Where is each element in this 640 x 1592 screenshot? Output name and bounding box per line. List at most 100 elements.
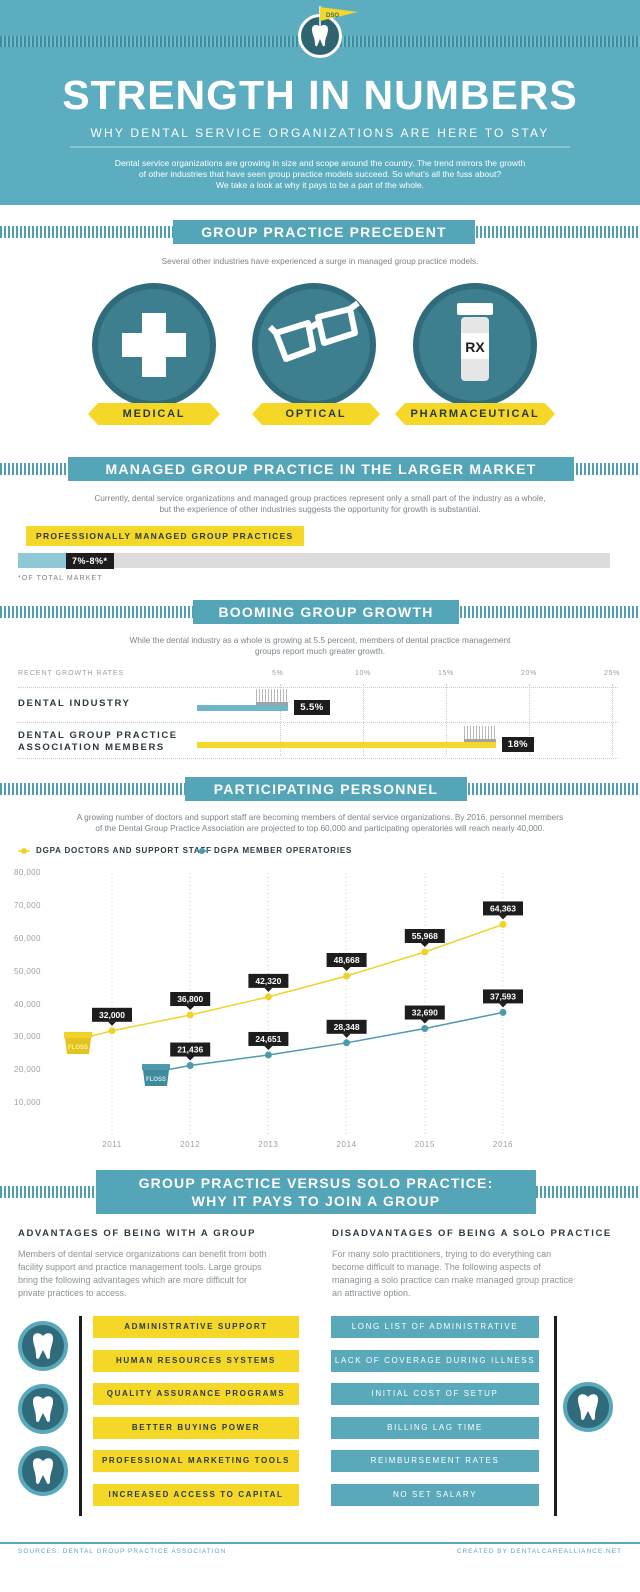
floss-container-icon: FLOSS	[142, 1064, 170, 1086]
growth-gridline	[446, 684, 447, 756]
medical-circle	[92, 283, 216, 407]
rx-label: RX	[465, 339, 485, 355]
data-label-pointer	[186, 1006, 195, 1011]
data-label-pointer	[108, 1021, 116, 1026]
section-title-growth: BOOMING GROUP GROWTH	[193, 600, 459, 624]
industry-label-optical: OPTICAL	[252, 403, 380, 425]
series-point	[108, 1027, 116, 1035]
growth-gridline	[612, 684, 613, 756]
data-label: 36,800	[177, 994, 203, 1004]
data-label: 48,668	[334, 955, 360, 965]
series-point	[499, 920, 507, 928]
growth-row-divider	[18, 722, 618, 723]
market-intro: Currently, dental service organizations …	[20, 493, 620, 515]
industry-label-medical: MEDICAL	[88, 403, 220, 425]
data-label-box	[170, 992, 211, 1007]
disadvantage-item: REIMBURSEMENT RATES	[331, 1450, 539, 1472]
legend-label-staff: DGPA DOCTORS AND SUPPORT STAFF	[36, 846, 212, 855]
series-point	[264, 993, 272, 1001]
data-label-box	[326, 1019, 367, 1034]
chart-y-tick-label: 30,000	[14, 1032, 41, 1042]
optical-circle	[252, 283, 376, 407]
data-label: 24,651	[255, 1034, 281, 1044]
pennant-flag-icon: DSO	[319, 6, 358, 28]
series-point	[343, 1039, 351, 1047]
data-label-pointer	[342, 1033, 351, 1038]
disadvantage-item: LACK OF COVERAGE DURING ILLNESS	[331, 1350, 539, 1372]
text-line: an attractive option.	[332, 1288, 411, 1298]
growth-tick-label: 5%	[272, 670, 284, 677]
data-label-pointer	[342, 967, 351, 972]
header: DSO STRENGTH IN NUMBERS WHY DENTAL SERVI…	[0, 0, 640, 205]
data-label: 21,436	[177, 1045, 203, 1055]
intro-line: A growing number of doctors and support …	[76, 812, 564, 822]
data-label-box	[483, 989, 523, 1004]
growth-gridline	[529, 684, 530, 756]
chart-y-tick-label: 20,000	[14, 1065, 41, 1075]
data-label: 37,593	[490, 991, 516, 1001]
series-point	[421, 948, 429, 956]
disadvantage-item: NO SET SALARY	[331, 1484, 539, 1506]
disadvantage-item: INITIAL COST OF SETUP	[331, 1383, 539, 1405]
advantages-heading: ADVANTAGES OF BEING WITH A GROUP	[18, 1228, 257, 1239]
intro-line: of other industries that have seen group…	[138, 169, 502, 179]
advantage-item: INCREASED ACCESS TO CAPITAL	[93, 1484, 299, 1506]
growth-gridline	[363, 684, 364, 756]
page-title: STRENGTH IN NUMBERS	[62, 72, 578, 118]
legend-marker-operatories	[196, 848, 208, 854]
growth-label-dgpa-line1: DENTAL GROUP PRACTICE	[18, 730, 178, 741]
series-point	[186, 1011, 194, 1019]
growth-row-divider	[18, 687, 618, 688]
disadvantage-item: BILLING LAG TIME	[331, 1417, 539, 1439]
badge-label: DSO	[326, 13, 339, 19]
text-line: For many solo practitioners, trying to d…	[332, 1249, 552, 1259]
growth-gridline	[280, 684, 281, 756]
data-label: 55,968	[412, 931, 438, 941]
toothbrush-head-icon	[256, 689, 289, 705]
footer-divider	[0, 1542, 640, 1544]
chart-y-tick-label: 40,000	[14, 999, 41, 1009]
data-label-box	[404, 1005, 445, 1020]
text-line: private practices to access.	[18, 1288, 127, 1298]
column-divider	[554, 1316, 557, 1516]
floss-label: FLOSS	[68, 1045, 88, 1051]
growth-axis-label: RECENT GROWTH RATES	[18, 670, 125, 677]
data-label-pointer	[499, 915, 507, 920]
legend-label-operatories: DGPA MEMBER OPERATORIES	[214, 846, 353, 855]
series-point	[499, 1008, 507, 1016]
section-title-personnel: PARTICIPATING PERSONNEL	[185, 777, 467, 801]
advantages-text: Members of dental service organizations …	[18, 1248, 308, 1300]
text-line: facility support and practice management…	[18, 1262, 262, 1272]
chart-x-tick-label: 2016	[492, 1140, 514, 1149]
disadvantages-heading: DISADVANTAGES OF BEING A SOLO PRACTICE	[332, 1228, 612, 1239]
disadvantage-item: LONG LIST OF ADMINISTRATIVE DUTIES	[331, 1316, 539, 1353]
floss-container-icon: FLOSS	[64, 1032, 92, 1054]
series-point	[186, 1062, 194, 1070]
series-line	[155, 1011, 504, 1073]
section-title-comparison: GROUP PRACTICE VERSUS SOLO PRACTICE: WHY…	[96, 1170, 536, 1214]
legend-marker-staff	[18, 848, 30, 854]
chart-y-tick-label: 60,000	[14, 933, 41, 943]
intro-line: groups report much greater growth.	[254, 646, 386, 656]
chart-y-tick-label: 70,000	[14, 900, 41, 910]
growth-tick-label: 25%	[604, 670, 620, 677]
industry-label-pharmaceutical: PHARMACEUTICAL	[395, 403, 555, 425]
page-subtitle: WHY DENTAL SERVICE ORGANIZATIONS ARE HER…	[90, 126, 550, 140]
growth-bar	[197, 742, 496, 748]
chart-x-tick-label: 2013	[258, 1140, 279, 1149]
growth-tick-label: 15%	[438, 670, 454, 677]
series-point	[343, 972, 351, 980]
medical-cross-icon	[122, 313, 186, 377]
intro-line: of the Dental Group Practice Association…	[95, 823, 545, 833]
intro-line: We take a look at why it pays to be a pa…	[215, 180, 425, 190]
data-label: 32,000	[99, 1010, 125, 1020]
advantage-item: ADMINISTRATIVE SUPPORT	[93, 1316, 299, 1338]
market-bar-label: PROFESSIONALLY MANAGED GROUP PRACTICES	[26, 526, 304, 546]
series-point	[264, 1051, 272, 1059]
subtitle-divider	[70, 146, 570, 148]
text-line: become difficult to manage. The followin…	[332, 1262, 541, 1272]
growth-row-divider	[18, 758, 618, 759]
data-label-box	[404, 929, 445, 944]
intro-line: While the dental industry as a whole is …	[129, 635, 511, 645]
market-value-label: 7%-8%*	[66, 553, 114, 569]
